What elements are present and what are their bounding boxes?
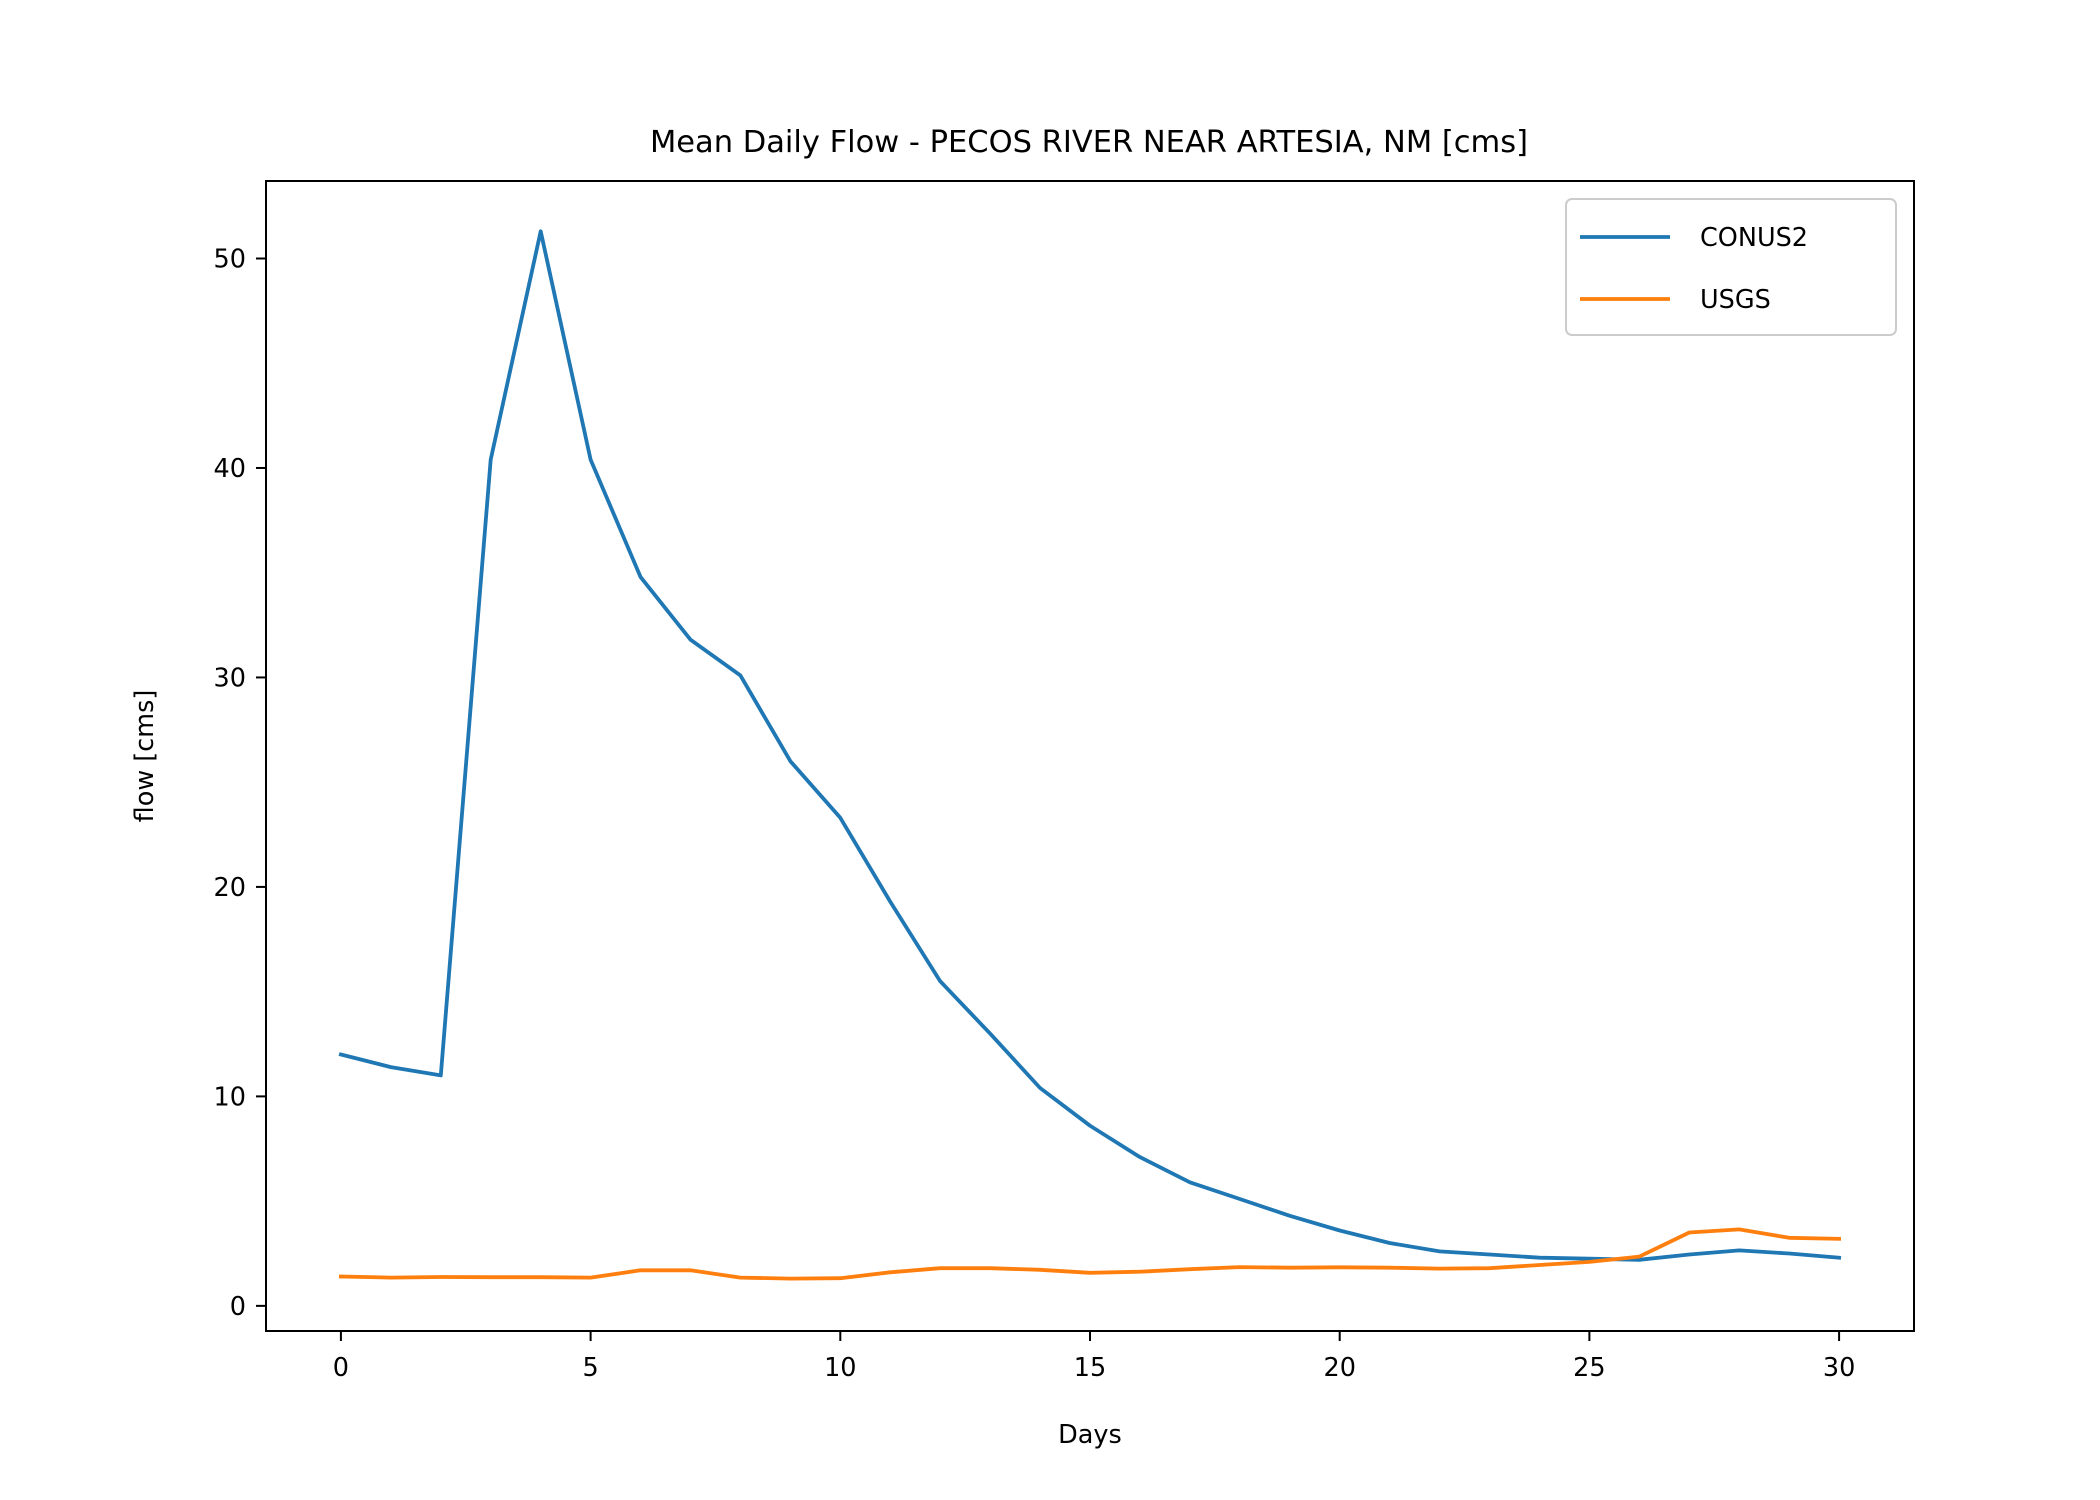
series-lines (338, 229, 1842, 1281)
x-tick-label: 20 (1323, 1353, 1355, 1383)
x-tick-label: 0 (333, 1353, 349, 1383)
legend-label-conus2: CONUS2 (1700, 223, 1808, 253)
y-tick-label: 40 (214, 454, 246, 484)
y-axis-label: flow [cms] (130, 690, 160, 823)
x-tick-label: 25 (1573, 1353, 1605, 1383)
y-tick-label: 30 (214, 663, 246, 693)
legend-label-usgs: USGS (1700, 285, 1771, 315)
x-axis-label: Days (1058, 1420, 1122, 1450)
x-axis: 0 5 10 15 20 25 30 (333, 1331, 1855, 1383)
x-tick-label: 5 (582, 1353, 598, 1383)
legend-box (1565, 198, 1897, 336)
y-tick-label: 0 (230, 1292, 246, 1322)
x-tick-label: 10 (824, 1353, 856, 1383)
chart-title: Mean Daily Flow - PECOS RIVER NEAR ARTES… (650, 125, 1528, 160)
y-tick-label: 50 (214, 245, 246, 275)
x-tick-label: 30 (1823, 1353, 1855, 1383)
y-tick-label: 10 (214, 1082, 246, 1112)
plot-area (266, 181, 1914, 1331)
x-tick-label: 15 (1074, 1353, 1106, 1383)
y-tick-label: 20 (214, 873, 246, 903)
legend: CONUS2 USGS (1565, 198, 1897, 336)
y-axis: 0 10 20 30 40 50 (214, 245, 266, 1322)
